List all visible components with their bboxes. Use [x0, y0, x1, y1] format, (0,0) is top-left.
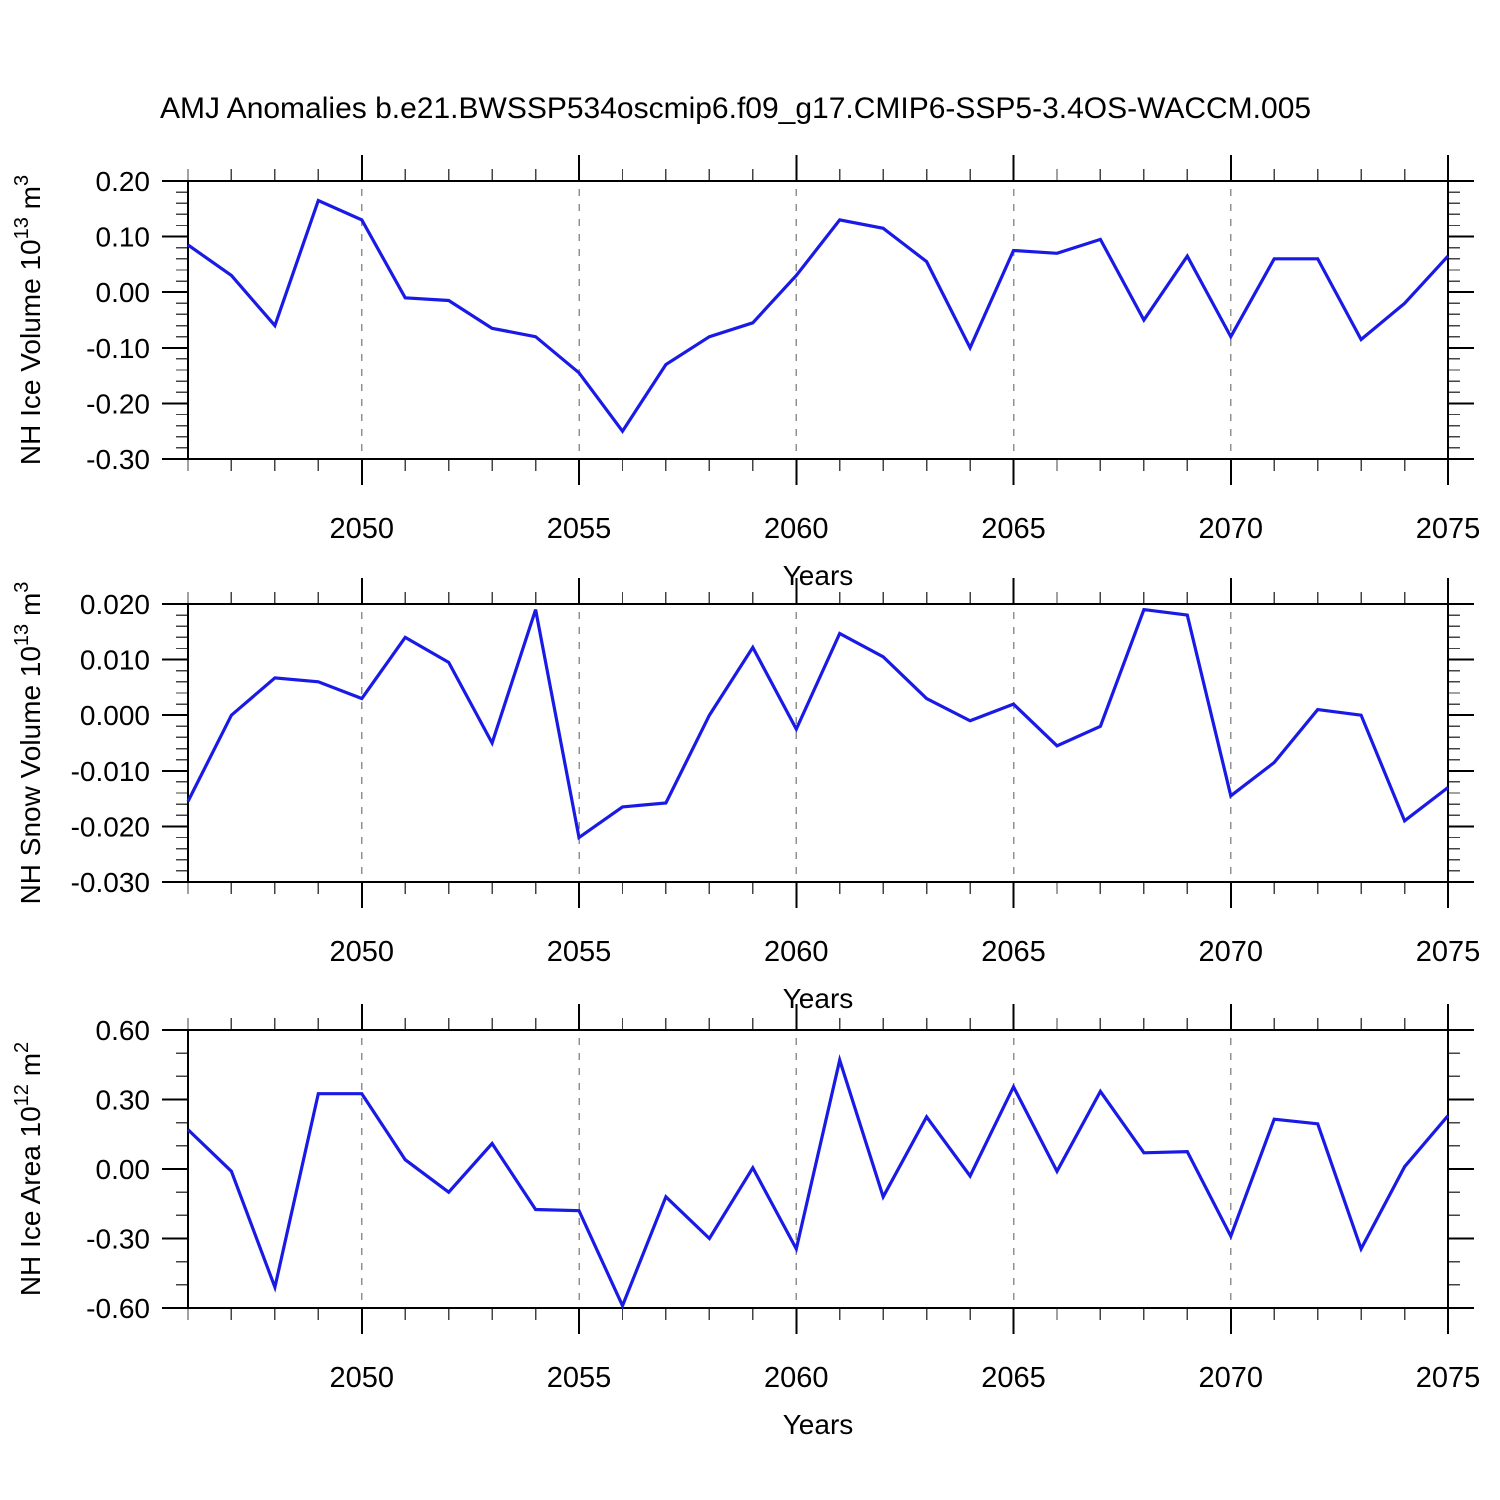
nh-snow-volume-line [186, 607, 1449, 841]
y-tick-label: -0.10 [86, 333, 150, 364]
plot-frame [187, 1029, 1449, 1309]
x-tick-label: 2075 [1416, 936, 1481, 968]
y-tick-label: 0.20 [96, 166, 151, 197]
x-tick-labels: 2050 2055 2060 2065 2070 2075 [330, 936, 1481, 968]
y-tick-label: -0.010 [71, 756, 150, 787]
x-tick-labels: 2050 2055 2060 2065 2070 2075 [330, 513, 1481, 545]
x-tick-label: 2055 [547, 1362, 612, 1394]
x-tick-label: 2060 [764, 1362, 829, 1394]
y-tick-label: 0.00 [96, 1154, 151, 1185]
x-tick-label: 2050 [330, 513, 395, 545]
y-tick-label: 0.60 [96, 1015, 151, 1046]
x-tick-label: 2070 [1199, 1362, 1264, 1394]
nh-ice-area-line [186, 1054, 1450, 1310]
x-tick-label: 2060 [764, 513, 829, 545]
x-tick-label: 2065 [981, 513, 1046, 545]
chart-title: AMJ Anomalies b.e21.BWSSP534oscmip6.f09_… [160, 92, 1312, 125]
y-axis-label: NH Ice Volume 1013 m3 [11, 175, 46, 465]
x-tick-label: 2075 [1416, 1362, 1481, 1394]
x-tick-label: 2055 [547, 936, 612, 968]
x-tick-label: 2050 [330, 1362, 395, 1394]
x-tick-label: 2060 [764, 936, 829, 968]
y-axis-label: NH Ice Area 1012 m2 [11, 1042, 46, 1296]
x-tick-label: 2055 [547, 513, 612, 545]
y-tick-label: 0.00 [96, 277, 151, 308]
y-tick-label: 0.010 [80, 645, 150, 676]
x-axis-label: Years [783, 1409, 854, 1440]
y-tick-label: 0.020 [80, 589, 150, 620]
y-tick-label: -0.030 [71, 867, 150, 898]
x-ticks [187, 155, 1449, 485]
x-tick-label: 2070 [1199, 936, 1264, 968]
x-ticks [187, 1004, 1449, 1334]
y-tick-label: -0.20 [86, 388, 150, 419]
x-tick-labels: 2050 2055 2060 2065 2070 2075 [330, 1362, 1481, 1394]
x-axis-label: Years [783, 983, 854, 1014]
x-tick-label: 2065 [981, 1362, 1046, 1394]
y-tick-labels: 0.20 0.10 0.00 -0.10 -0.20 -0.30 [86, 166, 150, 475]
plot-frame [187, 603, 1449, 883]
y-tick-label: -0.30 [86, 1224, 150, 1255]
y-tick-label: 0.10 [96, 222, 151, 253]
y-ticks [162, 180, 1474, 460]
x-tick-label: 2075 [1416, 513, 1481, 545]
x-axis-label: Years [783, 560, 854, 591]
plot-frame [187, 180, 1449, 460]
y-axis-label: NH Snow Volume 1013 m3 [11, 582, 46, 905]
gridlines [361, 1038, 1232, 1306]
y-tick-label: -0.30 [86, 444, 150, 475]
y-tick-labels: 0.60 0.30 0.00 -0.30 -0.60 [86, 1015, 150, 1324]
gridlines [361, 189, 1232, 457]
y-tick-label: 0.30 [96, 1085, 151, 1116]
y-ticks [162, 1029, 1474, 1309]
y-ticks [162, 603, 1474, 883]
x-ticks [187, 578, 1449, 908]
y-tick-label: 0.000 [80, 700, 150, 731]
x-tick-label: 2065 [981, 936, 1046, 968]
y-tick-label: -0.020 [71, 811, 150, 842]
y-tick-labels: 0.020 0.010 0.000 -0.010 -0.020 -0.030 [71, 589, 150, 898]
nh-ice-volume-line [187, 198, 1450, 434]
x-tick-label: 2070 [1199, 513, 1264, 545]
y-tick-label: -0.60 [86, 1293, 150, 1324]
x-tick-label: 2050 [330, 936, 395, 968]
